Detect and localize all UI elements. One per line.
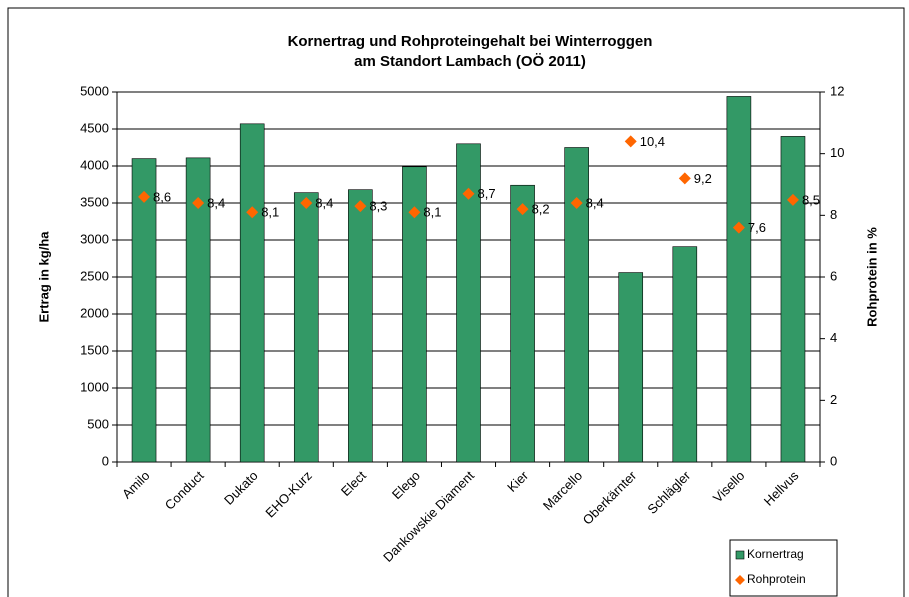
data-label: 8,3 <box>369 199 387 214</box>
y-tick-label: 2000 <box>80 305 109 320</box>
y2-axis-label: Rohprotein in % <box>864 227 879 327</box>
y-tick-label: 4000 <box>80 157 109 172</box>
y-tick-label: 3500 <box>80 194 109 209</box>
y-tick-label: 2500 <box>80 268 109 283</box>
chart-title: Kornertrag und Rohproteingehalt bei Wint… <box>288 33 653 50</box>
marker <box>408 206 421 219</box>
data-label: 8,4 <box>315 195 333 210</box>
bar <box>293 192 319 463</box>
marker <box>570 197 583 209</box>
bar <box>510 184 535 463</box>
marker <box>354 200 367 213</box>
y-tick-label: 1500 <box>80 342 109 357</box>
marker <box>462 187 475 200</box>
marker <box>300 197 313 209</box>
data-label: 8,4 <box>586 195 604 210</box>
data-label: 7,6 <box>748 220 766 235</box>
legend-box <box>729 539 838 597</box>
data-label: 9,2 <box>694 171 712 186</box>
bar <box>131 158 157 463</box>
marker <box>624 135 637 148</box>
bar <box>618 272 644 463</box>
y2-tick-label: 12 <box>830 83 844 98</box>
y-axis-label: Ertrag in kg/ha <box>36 231 51 323</box>
data-label: 8,1 <box>423 205 441 220</box>
marker <box>516 203 529 216</box>
marker <box>732 221 745 234</box>
data-label: 8,2 <box>532 202 550 217</box>
y2-tick-label: 4 <box>830 330 837 345</box>
bar <box>726 96 752 463</box>
data-label: 8,7 <box>478 186 496 201</box>
marker <box>786 193 799 206</box>
bar <box>672 246 698 463</box>
y2-tick-label: 2 <box>830 392 837 407</box>
y2-tick-label: 6 <box>830 268 837 283</box>
legend-label: Kornertrag <box>747 547 804 561</box>
bar <box>348 189 373 463</box>
chart-frame <box>7 7 905 597</box>
data-label: 8,5 <box>802 192 820 207</box>
marker <box>678 172 691 185</box>
y-tick-label: 0 <box>102 453 109 468</box>
y-tick-label: 5000 <box>80 83 109 98</box>
legend-label: Rohprotein <box>747 572 806 586</box>
y-tick-label: 3000 <box>80 231 109 246</box>
bar <box>239 123 265 463</box>
marker <box>192 197 205 209</box>
marker <box>246 206 259 219</box>
data-label: 8,4 <box>207 195 225 210</box>
y2-tick-label: 10 <box>830 145 844 160</box>
marker <box>138 190 151 203</box>
bar <box>780 136 806 463</box>
data-label: 8,1 <box>261 205 279 220</box>
y2-tick-label: 8 <box>830 207 837 222</box>
data-label: 10,4 <box>640 134 665 149</box>
y-tick-label: 4500 <box>80 120 109 135</box>
y-tick-label: 1000 <box>80 379 109 394</box>
y-tick-label: 500 <box>87 416 109 431</box>
legend-swatch <box>735 575 745 585</box>
legend-swatch <box>735 550 745 560</box>
data-label: 8,6 <box>153 189 171 204</box>
y2-tick-label: 0 <box>830 453 837 468</box>
chart-title: am Standort Lambach (OÖ 2011) <box>354 53 586 70</box>
